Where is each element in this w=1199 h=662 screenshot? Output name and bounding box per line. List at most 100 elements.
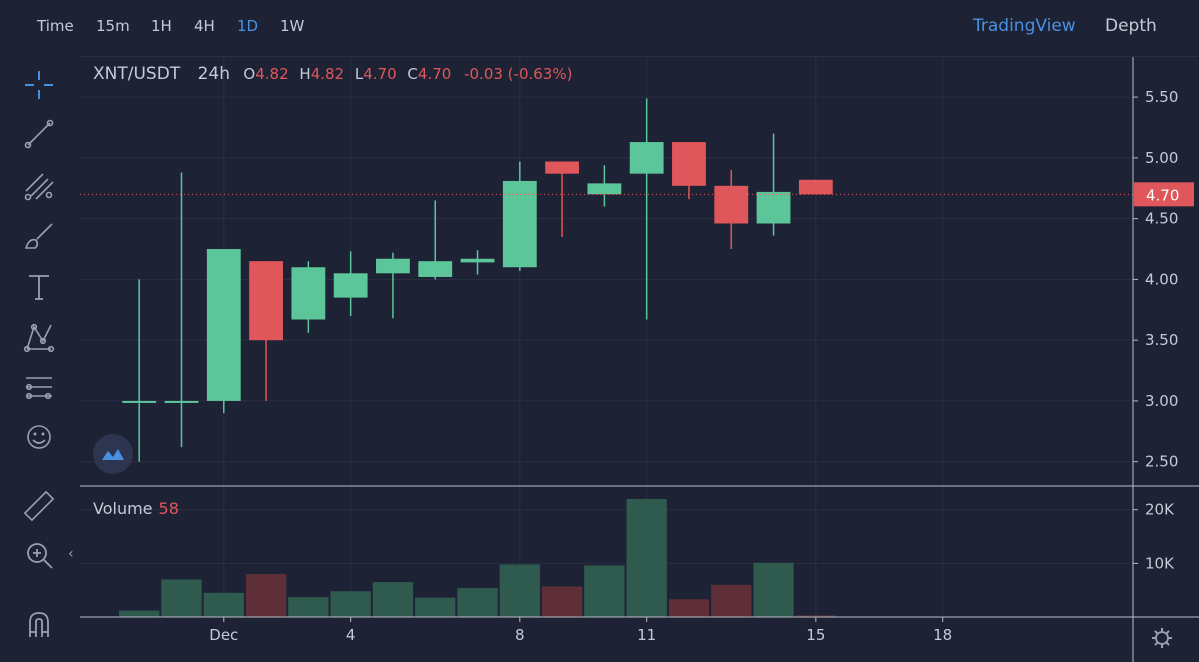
time-tick-label: 11 [637,626,656,644]
measure-icon [25,377,52,400]
timeframe-1h[interactable]: 1H [151,17,172,35]
volume-bar [499,564,540,617]
period-label: 24h [197,64,230,84]
volume-bar [161,579,202,617]
ruler-icon [23,490,55,522]
high-key: H [299,65,311,83]
cloud-icon [102,449,124,460]
brush-tool[interactable] [20,217,58,255]
top-toolbar: Time 15m 1H 4H 1D 1W TradingView Depth [0,0,1199,56]
volume-bar [795,615,836,617]
candle-body [502,180,537,268]
candle-body [418,261,453,277]
ruler-tool[interactable] [20,487,58,525]
crosshair-icon [25,71,53,99]
timeframe-4h[interactable]: 4H [194,17,215,35]
tradingview-tab[interactable]: TradingView [973,16,1076,36]
trend-line-tool[interactable] [20,115,58,153]
candle-body [122,400,157,403]
text-icon [29,275,49,300]
collapse-toolbar-chevron-icon[interactable]: ‹ [68,546,74,562]
pattern-icon [23,323,55,353]
price-tick-label: 3.50 [1145,331,1178,349]
volume-tick-label: 10K [1145,554,1175,572]
gear-tooth [1154,630,1159,635]
fib-tool[interactable] [20,166,58,204]
volume-bar [668,599,710,617]
low-key: L [354,65,364,83]
time-tick-label: Dec [209,626,238,644]
drawing-toolbar [0,56,80,662]
price-tick-label: 3.00 [1145,392,1178,410]
candle-body [714,185,749,224]
candle-body [756,191,791,224]
price-tick-label: 4.50 [1145,210,1178,228]
candle-body [291,267,326,320]
gear-tooth [1165,641,1170,646]
symbol-label: XNT/USDT [93,64,181,84]
gear-tooth [1154,641,1159,646]
time-label: Time [37,17,74,35]
settings-gear-icon[interactable] [1152,628,1172,648]
volume-bar [119,610,160,617]
crosshair-tool[interactable] [20,66,58,104]
volume-label: Volume [93,499,153,518]
last-price-label: 4.70 [1146,186,1179,204]
pattern-tool[interactable] [20,318,58,356]
timeframe-15m[interactable]: 15m [96,17,130,35]
price-tick-label: 2.50 [1145,453,1178,471]
close-value: 4.70 [417,65,452,83]
zoom-in-icon [27,543,53,569]
time-tick-label: 4 [346,626,356,644]
volume-bars [119,499,836,617]
change-value: -0.03 (-0.63%) [464,65,573,83]
time-tick-label: 18 [933,626,952,644]
brush-icon [24,223,53,249]
volume-bar [541,586,583,617]
price-tick-label: 5.50 [1145,88,1178,106]
open-value: 4.82 [255,65,289,83]
close-key: C [407,65,418,83]
text-tool[interactable] [20,268,58,306]
volume-bar [245,574,287,617]
volume-bar [415,597,456,617]
volume-tick-label: 20K [1145,501,1175,519]
volume-bar [584,565,625,617]
volume-bar [711,584,752,617]
gear-tooth [1165,630,1170,635]
candle-body [629,142,664,174]
candle-body [798,179,833,195]
magnet-icon [29,612,49,637]
volume-bar [753,562,794,617]
open-key: O [243,65,256,83]
last-price-badge [1134,182,1194,207]
magnet-tool[interactable] [20,606,58,644]
price-tick-label: 5.00 [1145,149,1178,167]
ohlc-legend: XNT/USDT 24h O4.82 H4.82 L4.70 C4.70 -0.… [93,64,572,84]
time-tick-label: 15 [806,626,825,644]
candle-body [587,183,622,195]
volume-value: 58 [158,499,179,518]
candle-body [249,261,283,341]
volume-legend: Volume 58 [93,499,179,518]
volume-bar [288,597,329,617]
depth-tab[interactable]: Depth [1105,16,1157,36]
measure-tool[interactable] [20,368,58,406]
candle-body [460,258,495,263]
volume-bar [203,592,244,617]
emoji-tool[interactable] [20,418,58,456]
candle-body [672,142,706,186]
candles [122,98,833,462]
gear-ring [1155,631,1169,645]
timeframe-1w[interactable]: 1W [280,17,305,35]
volume-bar [626,499,667,617]
emoji-icon [27,425,51,449]
zoom-in-tool[interactable] [20,536,58,574]
candle-body [376,258,410,274]
volume-bar [372,582,414,617]
high-value: 4.82 [310,65,345,83]
timeframe-1d[interactable]: 1D [237,17,259,35]
volume-bar [457,588,498,617]
tradingview-logo[interactable] [93,434,133,474]
